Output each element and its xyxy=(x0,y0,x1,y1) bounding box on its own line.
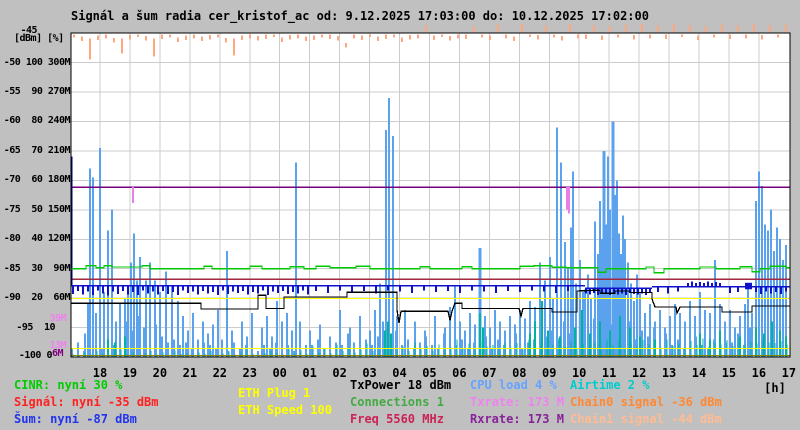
x-axis-hour-label: 15 xyxy=(721,366,737,380)
legend-txpower: TxPower 18 dBm xyxy=(350,378,452,392)
legend-rxrate: Rxrate: 173 M xyxy=(470,412,564,426)
y-axis-row-label: -90 20 60M xyxy=(3,292,71,304)
legend-chain0: Chain0 signal -36 dBm xyxy=(570,395,722,409)
x-axis-hour-label: 21 xyxy=(182,366,198,380)
rate-marker-label: 6M xyxy=(52,348,64,359)
y-axis-row-label: -70 60 180M xyxy=(3,174,71,186)
x-axis-hour-label: 00 xyxy=(272,366,287,380)
x-axis-hour-label: 23 xyxy=(242,366,257,380)
x-axis-hour-label: 20 xyxy=(152,366,168,380)
rate-marker-label: 39M xyxy=(49,313,66,324)
y-axis-row-label: -100 0 xyxy=(18,350,53,361)
x-axis-hour-label: 10 xyxy=(571,366,587,380)
x-axis-hour-label: 16 xyxy=(751,366,767,380)
legend-freq: Freq 5560 MHz xyxy=(350,412,444,426)
plot-background xyxy=(71,33,790,357)
x-axis-hour-label: 11 xyxy=(601,366,617,380)
legend-airtime: Airtime 2 % xyxy=(570,378,650,392)
x-axis-hour-label: 07 xyxy=(482,366,497,380)
chain-signal-band xyxy=(73,24,787,60)
txpower-series xyxy=(71,289,790,324)
x-axis-hour-label: 14 xyxy=(691,366,707,380)
y-axis-unit-label: [dBm] [%] xyxy=(14,33,64,44)
x-axis-hour-label: 17 xyxy=(781,366,797,380)
plot-frame xyxy=(70,32,791,358)
legend-sum: Šum: nyní -87 dBm xyxy=(14,412,137,426)
x-axis-hour-label: 19 xyxy=(122,366,138,380)
x-axis-hour-label: 18 xyxy=(92,366,108,380)
y-axis-row-label: -75 50 150M xyxy=(3,203,71,215)
noise-thick-segment xyxy=(745,282,752,290)
page-title: Signál a šum radia cer_kristof_ac od: 9.… xyxy=(71,9,649,23)
x-axis-hour-label: 12 xyxy=(631,366,647,380)
legend-eth-speed: ETH Speed 100 xyxy=(238,403,332,417)
x-axis-hour-label: 04 xyxy=(392,366,407,380)
x-axis-hour-label: 09 xyxy=(542,366,557,380)
x-axis-hour-label: 02 xyxy=(332,366,347,380)
legend-signal: Signál: nyní -35 dBm xyxy=(14,395,159,409)
legend-eth-plug: ETH Plug 1 xyxy=(238,386,311,400)
reference-lines xyxy=(71,278,790,357)
y-axis-top-tick: -45 xyxy=(20,25,37,36)
x-axis-hour-label: 13 xyxy=(661,366,677,380)
grid xyxy=(71,33,790,357)
x-axis-hour-label: 03 xyxy=(362,366,377,380)
x-axis-hour-label: 08 xyxy=(512,366,527,380)
x-axis-hour-label: 22 xyxy=(212,366,228,380)
y-axis-row-label: -95 10 xyxy=(16,321,55,333)
legend-cinr: CINR: nyní 30 % xyxy=(14,378,123,392)
x-axis-unit-label: [h] xyxy=(764,381,786,395)
legend-chain1: Chain1 signal -44 dBm xyxy=(570,412,722,426)
legend-cpu-load: CPU load 4 % xyxy=(470,378,557,392)
x-axis-hour-label: 01 xyxy=(302,366,317,380)
rxrate-txrate-series xyxy=(71,186,790,214)
y-axis-row-label: -50 100 300M xyxy=(3,56,71,68)
x-axis-hour-label: 05 xyxy=(422,366,437,380)
cinr-series xyxy=(71,265,790,274)
y-axis-row-label: -65 70 210M xyxy=(3,144,71,156)
x-axis-hour-label: 06 xyxy=(452,366,467,380)
rate-marker-label: 13M xyxy=(49,340,66,351)
legend-connections: Connections 1 xyxy=(350,395,444,409)
legend-txrate: Txrate: 173 M xyxy=(470,395,564,409)
y-axis-row-label: -80 40 120M xyxy=(3,233,71,245)
y-axis-row-label: -60 80 240M xyxy=(3,115,71,127)
y-axis-row-label: -55 90 270M xyxy=(3,86,71,97)
y-axis-row-label: -85 30 90M xyxy=(3,262,71,274)
